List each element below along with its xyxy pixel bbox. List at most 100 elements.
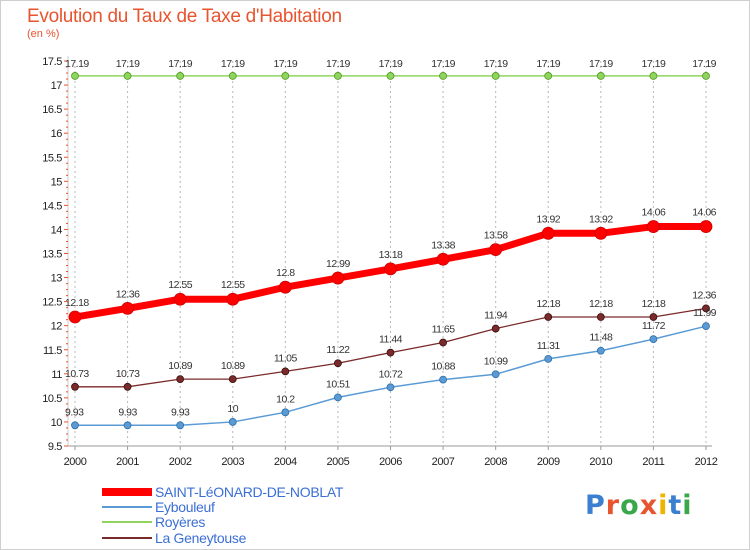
y-minor-tick: [66, 355, 68, 357]
y-minor-tick: [66, 283, 68, 285]
data-point: [123, 382, 132, 391]
data-point: [544, 72, 553, 80]
data-label: 12.8: [276, 267, 295, 279]
data-label: 10.89: [221, 360, 245, 372]
data-point: [386, 383, 395, 392]
data-point: [596, 346, 605, 355]
data-label: 12.55: [221, 279, 245, 291]
data-label: 10.73: [65, 368, 89, 380]
data-label: 12.99: [326, 258, 350, 270]
data-label: 11.72: [642, 320, 666, 332]
data-label: 10.99: [484, 355, 508, 367]
data-point: [439, 72, 447, 80]
y-minor-tick: [66, 216, 68, 218]
logo-letter: o: [620, 490, 640, 521]
data-point: [71, 421, 79, 430]
data-point: [278, 280, 292, 294]
y-minor-tick: [66, 289, 68, 291]
y-tick-label: 17.5: [42, 56, 62, 68]
data-point: [544, 313, 553, 321]
y-tick-label: 17: [51, 80, 63, 92]
data-label: 17.19: [273, 58, 297, 70]
data-point: [226, 292, 240, 306]
legend: SAINT-LéONARD-DE-NOBLATEybouleufRoyèresL…: [102, 484, 344, 546]
data-point: [386, 348, 395, 357]
data-label: 11.99: [693, 307, 717, 319]
y-minor-tick: [66, 168, 68, 170]
data-point: [334, 72, 342, 80]
x-tick-label: 2010: [589, 456, 612, 468]
data-label: 17.19: [326, 58, 350, 70]
data-point: [491, 370, 500, 379]
data-label: 11.94: [484, 310, 508, 322]
y-minor-tick: [66, 367, 68, 369]
y-minor-tick: [66, 313, 68, 315]
y-minor-tick: [66, 234, 68, 236]
data-label: 13.58: [484, 230, 508, 242]
logo-letter: i: [682, 490, 693, 521]
axes: 9.51010.51111.51212.51313.51414.51515.51…: [42, 56, 718, 468]
y-minor-tick: [66, 72, 68, 74]
y-minor-tick: [66, 78, 68, 80]
y-minor-tick: [66, 126, 68, 128]
y-minor-tick: [66, 198, 68, 200]
data-point: [281, 72, 290, 80]
data-point: [228, 72, 237, 80]
data-point: [176, 375, 185, 384]
data-point: [439, 375, 447, 384]
y-minor-tick: [66, 150, 68, 152]
y-minor-tick: [66, 385, 68, 387]
data-label: 12.18: [642, 298, 666, 310]
data-label: 17.19: [431, 58, 455, 70]
chart-unit-label: (en %): [27, 28, 60, 40]
y-minor-tick: [66, 210, 68, 212]
data-label: 11.05: [274, 352, 298, 364]
logo-letter: i: [658, 490, 669, 521]
data-point: [596, 313, 605, 321]
y-minor-tick: [66, 379, 68, 381]
y-minor-tick: [66, 415, 68, 417]
data-point: [489, 243, 503, 257]
data-point: [384, 262, 397, 276]
data-label: 11.22: [326, 344, 350, 356]
y-minor-tick: [66, 90, 68, 92]
y-minor-tick: [66, 439, 68, 441]
legend-label: La Geneytouse: [155, 530, 247, 546]
data-label: 10.2: [276, 393, 295, 405]
x-tick-label: 2012: [695, 456, 718, 468]
data-point: [71, 72, 79, 80]
data-point: [71, 382, 79, 391]
data-label: 12.55: [168, 279, 192, 291]
data-point: [649, 72, 658, 80]
y-tick-label: 16: [51, 128, 63, 140]
y-minor-tick: [66, 222, 68, 224]
data-label: 11.31: [537, 340, 561, 352]
data-label: 17.19: [642, 58, 666, 70]
data-point: [173, 292, 187, 306]
data-point: [228, 418, 237, 426]
x-tick-label: 2011: [642, 456, 664, 468]
y-minor-tick: [66, 192, 68, 194]
y-minor-tick: [66, 361, 68, 363]
y-minor-tick: [66, 162, 68, 164]
x-tick-label: 2008: [484, 456, 507, 468]
y-minor-tick: [66, 307, 68, 309]
y-minor-tick: [66, 391, 68, 393]
y-minor-tick: [66, 337, 68, 339]
data-label: 17.19: [116, 58, 140, 70]
chart-title: Evolution du Taux de Taxe d'Habitation: [27, 6, 342, 27]
y-minor-tick: [66, 138, 68, 140]
legend-label: SAINT-LéONARD-DE-NOBLAT: [155, 484, 344, 500]
legend-label: Eybouleuf: [155, 499, 215, 515]
x-tick-label: 2007: [432, 456, 455, 468]
data-label: 17.19: [65, 58, 89, 70]
data-point: [699, 220, 713, 233]
data-point: [596, 72, 605, 80]
y-tick-label: 9.5: [48, 441, 62, 453]
data-label: 9.93: [171, 406, 190, 418]
data-label: 17.19: [484, 58, 508, 70]
data-label: 13.92: [536, 213, 560, 225]
data-point: [68, 310, 82, 324]
data-point: [702, 322, 710, 331]
data-point: [281, 367, 290, 376]
